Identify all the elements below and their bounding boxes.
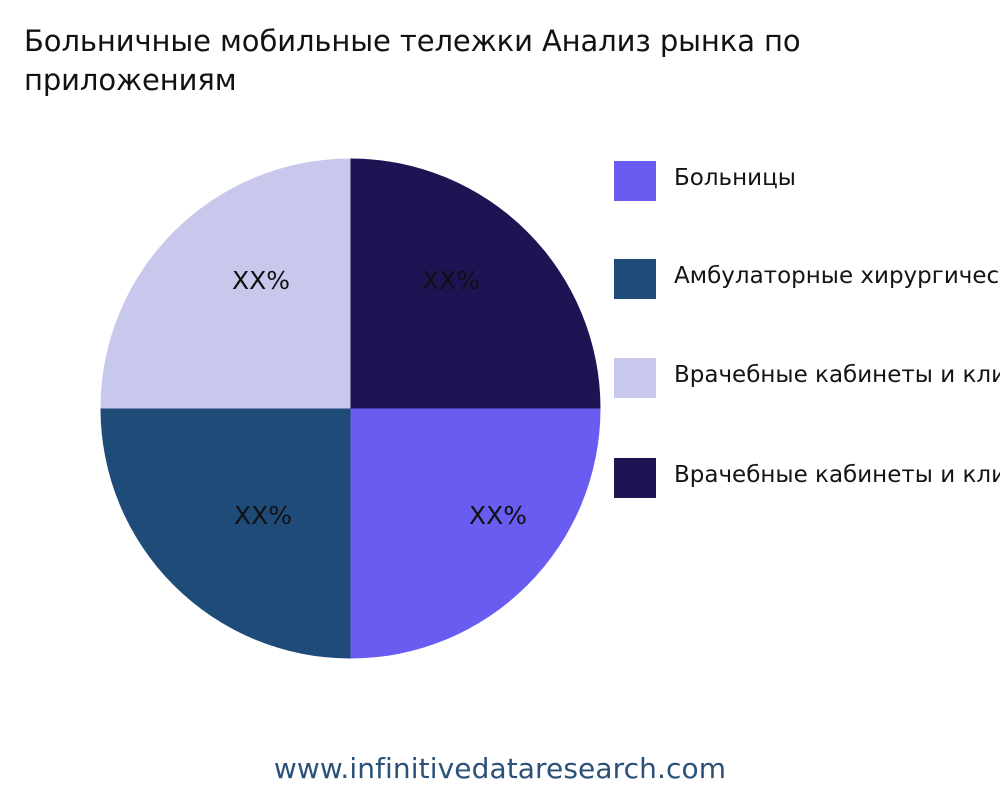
legend-swatch-icon — [614, 161, 656, 201]
pie-slice-label-bottom-right: XX% — [469, 501, 527, 530]
pie-slice-bottom-left[interactable] — [100, 408, 351, 659]
legend: Больницы Амбулаторные хирургические цент… — [614, 155, 1000, 555]
legend-item-physician-offices-clinics-dark[interactable]: Врачебные кабинеты и клиники — [614, 458, 1000, 498]
legend-item-ambulatory-surgery-centers[interactable]: Амбулаторные хирургические центры — [614, 259, 1000, 299]
pie-chart: XX% XX% XX% XX% — [100, 158, 601, 659]
pie-slice-top-right[interactable] — [350, 158, 601, 409]
pie-slice-label-top-right: XX% — [422, 266, 480, 295]
legend-item-label: Врачебные кабинеты и клиники — [674, 462, 1000, 488]
pie-slice-top-left[interactable] — [100, 158, 351, 409]
legend-item-label: Врачебные кабинеты и клиники — [674, 362, 1000, 388]
legend-swatch-icon — [614, 259, 656, 299]
legend-item-physician-offices-clinics-light[interactable]: Врачебные кабинеты и клиники — [614, 358, 1000, 398]
legend-swatch-icon — [614, 458, 656, 498]
page-title: Больничные мобильные тележки Анализ рынк… — [24, 24, 810, 97]
pie-slice-label-bottom-left: XX% — [234, 501, 292, 530]
source-watermark: www.infinitivedataresearch.com — [273, 752, 727, 785]
legend-item-label: Амбулаторные хирургические центры — [674, 263, 1000, 289]
pie-slice-label-top-left: XX% — [232, 266, 290, 295]
legend-item-label: Больницы — [674, 165, 796, 191]
legend-item-hospitals[interactable]: Больницы — [614, 161, 1000, 201]
pie-svg: XX% XX% XX% XX% — [100, 158, 601, 659]
pie-slice-bottom-right[interactable] — [350, 408, 601, 659]
legend-swatch-icon — [614, 358, 656, 398]
